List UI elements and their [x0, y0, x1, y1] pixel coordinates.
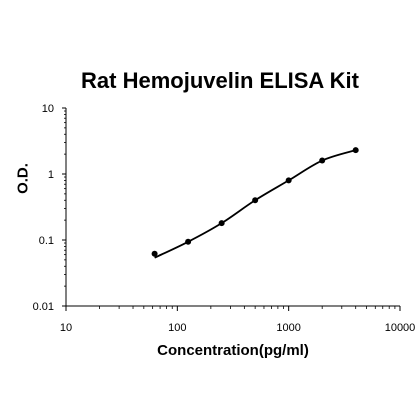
ticks: 10 1 0.1 0.01 10 100 1000 10000 — [33, 103, 416, 334]
y-tick-label: 0.1 — [39, 235, 54, 247]
x-tick-label: 10000 — [385, 322, 416, 334]
y-tick-label: 10 — [42, 103, 54, 115]
y-axis-label: O.D. — [14, 163, 32, 194]
fit-curve-layer — [154, 149, 356, 259]
axes — [65, 108, 400, 307]
y-tick-label: 1 — [48, 169, 54, 181]
chart-title: Rat Hemojuvelin ELISA Kit — [81, 68, 359, 93]
x-tick-label: 10 — [60, 322, 72, 334]
y-tick-label: 0.01 — [33, 301, 54, 313]
fit-curve — [154, 149, 356, 259]
data-point — [252, 197, 259, 204]
x-axis-label: Concentration(pg/ml) — [157, 342, 309, 359]
data-point — [285, 177, 292, 184]
data-points-layer — [151, 147, 359, 257]
x-tick-label: 100 — [168, 322, 186, 334]
data-point — [185, 238, 192, 245]
x-tick-label: 1000 — [276, 322, 300, 334]
data-point — [319, 157, 326, 164]
data-point — [352, 147, 359, 154]
data-point — [218, 220, 225, 227]
data-point — [151, 250, 158, 257]
